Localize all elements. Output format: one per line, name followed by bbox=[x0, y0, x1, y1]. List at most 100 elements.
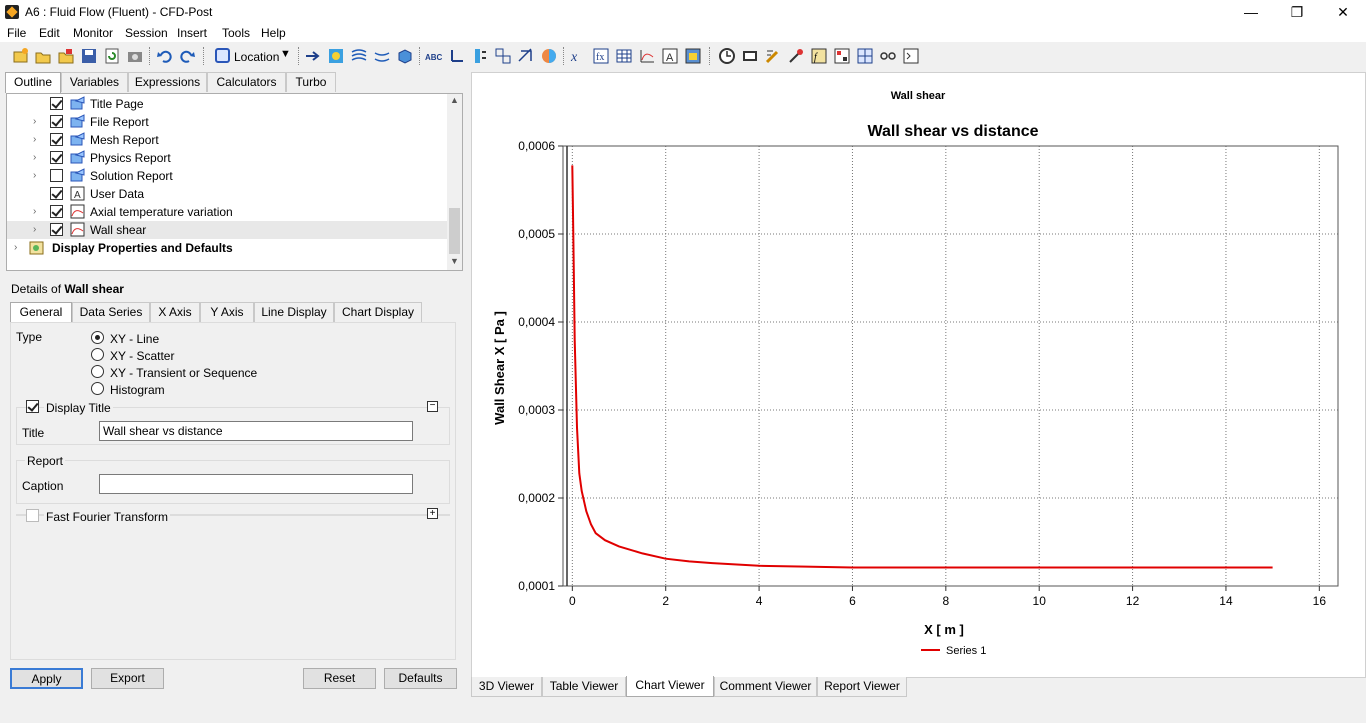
tab-outline[interactable]: Outline bbox=[5, 72, 61, 93]
checkbox[interactable] bbox=[50, 97, 63, 110]
comment-icon[interactable]: A bbox=[661, 47, 679, 65]
tab-report-viewer[interactable]: Report Viewer bbox=[817, 677, 907, 697]
instance-transform-icon[interactable] bbox=[494, 47, 512, 65]
export-button[interactable]: Export bbox=[91, 668, 164, 689]
reset-button[interactable]: Reset bbox=[303, 668, 376, 689]
checkbox[interactable] bbox=[50, 205, 63, 218]
clip-plane-icon[interactable] bbox=[517, 47, 535, 65]
expand-arrow-icon[interactable]: › bbox=[14, 242, 18, 253]
checkbox[interactable] bbox=[50, 169, 63, 182]
timestep-icon[interactable] bbox=[718, 47, 736, 65]
fft-checkbox[interactable] bbox=[26, 509, 39, 522]
load-results-icon[interactable] bbox=[57, 47, 75, 65]
checkbox[interactable] bbox=[50, 115, 63, 128]
location-dropdown[interactable]: Location ▼ bbox=[212, 46, 294, 66]
expand-arrow-icon[interactable]: › bbox=[33, 206, 37, 217]
checkbox[interactable] bbox=[50, 151, 63, 164]
scroll-up-icon[interactable]: ▲ bbox=[450, 95, 459, 105]
title-input[interactable] bbox=[99, 421, 413, 441]
tab-calculators[interactable]: Calculators bbox=[207, 72, 286, 92]
function-calculator-icon[interactable]: f bbox=[810, 47, 828, 65]
tree-scrollbar[interactable]: ▲ ▼ bbox=[447, 94, 462, 270]
tab-3d-viewer[interactable]: 3D Viewer bbox=[471, 677, 542, 697]
tab-chart-display[interactable]: Chart Display bbox=[334, 302, 422, 322]
expand-icon[interactable]: + bbox=[427, 508, 438, 519]
expand-arrow-icon[interactable]: › bbox=[33, 152, 37, 163]
expand-arrow-icon[interactable]: › bbox=[33, 224, 37, 235]
tree-item-title-page[interactable]: Title Page bbox=[7, 95, 447, 113]
tab-expressions[interactable]: Expressions bbox=[128, 72, 207, 92]
macro-calculator-icon[interactable] bbox=[833, 47, 851, 65]
minimize-button[interactable]: — bbox=[1244, 4, 1258, 20]
new-state-icon[interactable] bbox=[12, 47, 30, 65]
caption-input[interactable] bbox=[99, 474, 413, 494]
display-title-checkbox[interactable] bbox=[26, 400, 39, 413]
tab-turbo[interactable]: Turbo bbox=[286, 72, 336, 92]
expand-arrow-icon[interactable]: › bbox=[33, 134, 37, 145]
animation-icon[interactable] bbox=[741, 47, 759, 65]
volume-rendering-icon[interactable] bbox=[396, 47, 414, 65]
expand-arrow-icon[interactable]: › bbox=[33, 170, 37, 181]
load-state-icon[interactable] bbox=[34, 47, 52, 65]
undo-icon[interactable] bbox=[156, 47, 174, 65]
quick-editor-icon[interactable] bbox=[764, 47, 782, 65]
chart-viewer[interactable]: Wall shear Wall shear vs distance 0 2 4 6 8 1… bbox=[471, 72, 1366, 678]
coordinate-frame-icon[interactable] bbox=[448, 47, 466, 65]
defaults-button[interactable]: Defaults bbox=[384, 668, 457, 689]
radio-xy-transient[interactable] bbox=[91, 365, 104, 378]
menu-tools[interactable]: Tools bbox=[222, 26, 251, 40]
chart-icon[interactable] bbox=[638, 47, 656, 65]
contour-icon[interactable] bbox=[327, 47, 345, 65]
refresh-icon[interactable] bbox=[103, 47, 121, 65]
tree-item-axial-temperature-variation[interactable]: › Axial temperature variation bbox=[7, 203, 447, 221]
tab-table-viewer[interactable]: Table Viewer bbox=[542, 677, 626, 697]
scroll-down-icon[interactable]: ▼ bbox=[450, 256, 459, 266]
checkbox[interactable] bbox=[50, 133, 63, 146]
vector-icon[interactable] bbox=[304, 47, 322, 65]
tab-comment-viewer[interactable]: Comment Viewer bbox=[714, 677, 817, 697]
screenshot-icon[interactable] bbox=[126, 47, 144, 65]
radio-xy-scatter[interactable] bbox=[91, 348, 104, 361]
tab-general[interactable]: General bbox=[10, 302, 72, 323]
menu-insert[interactable]: Insert bbox=[177, 26, 208, 40]
close-button[interactable]: ✕ bbox=[1337, 4, 1349, 20]
particle-track-icon[interactable] bbox=[373, 47, 391, 65]
tab-data-series[interactable]: Data Series bbox=[72, 302, 150, 322]
menu-edit[interactable]: Edit bbox=[39, 26, 60, 40]
menu-help[interactable]: Help bbox=[261, 26, 286, 40]
tree-item-physics-report[interactable]: › Physics Report bbox=[7, 149, 447, 167]
tree-item-display-properties[interactable]: › Display Properties and Defaults bbox=[7, 239, 447, 257]
tab-line-display[interactable]: Line Display bbox=[254, 302, 334, 322]
text-icon[interactable]: ABC bbox=[425, 47, 443, 65]
expand-arrow-icon[interactable]: › bbox=[33, 116, 37, 127]
tab-x-axis[interactable]: X Axis bbox=[150, 302, 200, 322]
save-state-icon[interactable] bbox=[80, 47, 98, 65]
tab-variables[interactable]: Variables bbox=[61, 72, 128, 92]
tree-item-mesh-report[interactable]: › Mesh Report bbox=[7, 131, 447, 149]
tree-item-file-report[interactable]: › File Report bbox=[7, 113, 447, 131]
menu-monitor[interactable]: Monitor bbox=[73, 26, 114, 40]
tree-item-user-data[interactable]: A User Data bbox=[7, 185, 447, 203]
table-icon[interactable] bbox=[615, 47, 633, 65]
maximize-button[interactable]: ❐ bbox=[1290, 4, 1304, 20]
radio-histogram[interactable] bbox=[91, 382, 104, 395]
streamline-icon[interactable] bbox=[350, 47, 368, 65]
checkbox[interactable] bbox=[50, 223, 63, 236]
mesh-calculator-icon[interactable] bbox=[856, 47, 874, 65]
expression-icon[interactable]: fx bbox=[592, 47, 610, 65]
tree-item-solution-report[interactable]: › Solution Report bbox=[7, 167, 447, 185]
tab-y-axis[interactable]: Y Axis bbox=[200, 302, 254, 322]
command-editor-icon[interactable] bbox=[902, 47, 920, 65]
collapse-icon[interactable]: − bbox=[427, 401, 438, 412]
menu-session[interactable]: Session bbox=[125, 26, 168, 40]
tab-chart-viewer[interactable]: Chart Viewer bbox=[626, 676, 714, 697]
tree-item-wall-shear[interactable]: › Wall shear bbox=[7, 221, 447, 239]
legend-icon[interactable] bbox=[471, 47, 489, 65]
variable-icon[interactable]: x bbox=[569, 47, 587, 65]
case-comparison-icon[interactable] bbox=[879, 47, 897, 65]
probe-icon[interactable] bbox=[787, 47, 805, 65]
figure-icon[interactable] bbox=[684, 47, 702, 65]
color-map-icon[interactable] bbox=[540, 47, 558, 65]
redo-icon[interactable] bbox=[178, 47, 196, 65]
scroll-thumb[interactable] bbox=[449, 208, 460, 254]
